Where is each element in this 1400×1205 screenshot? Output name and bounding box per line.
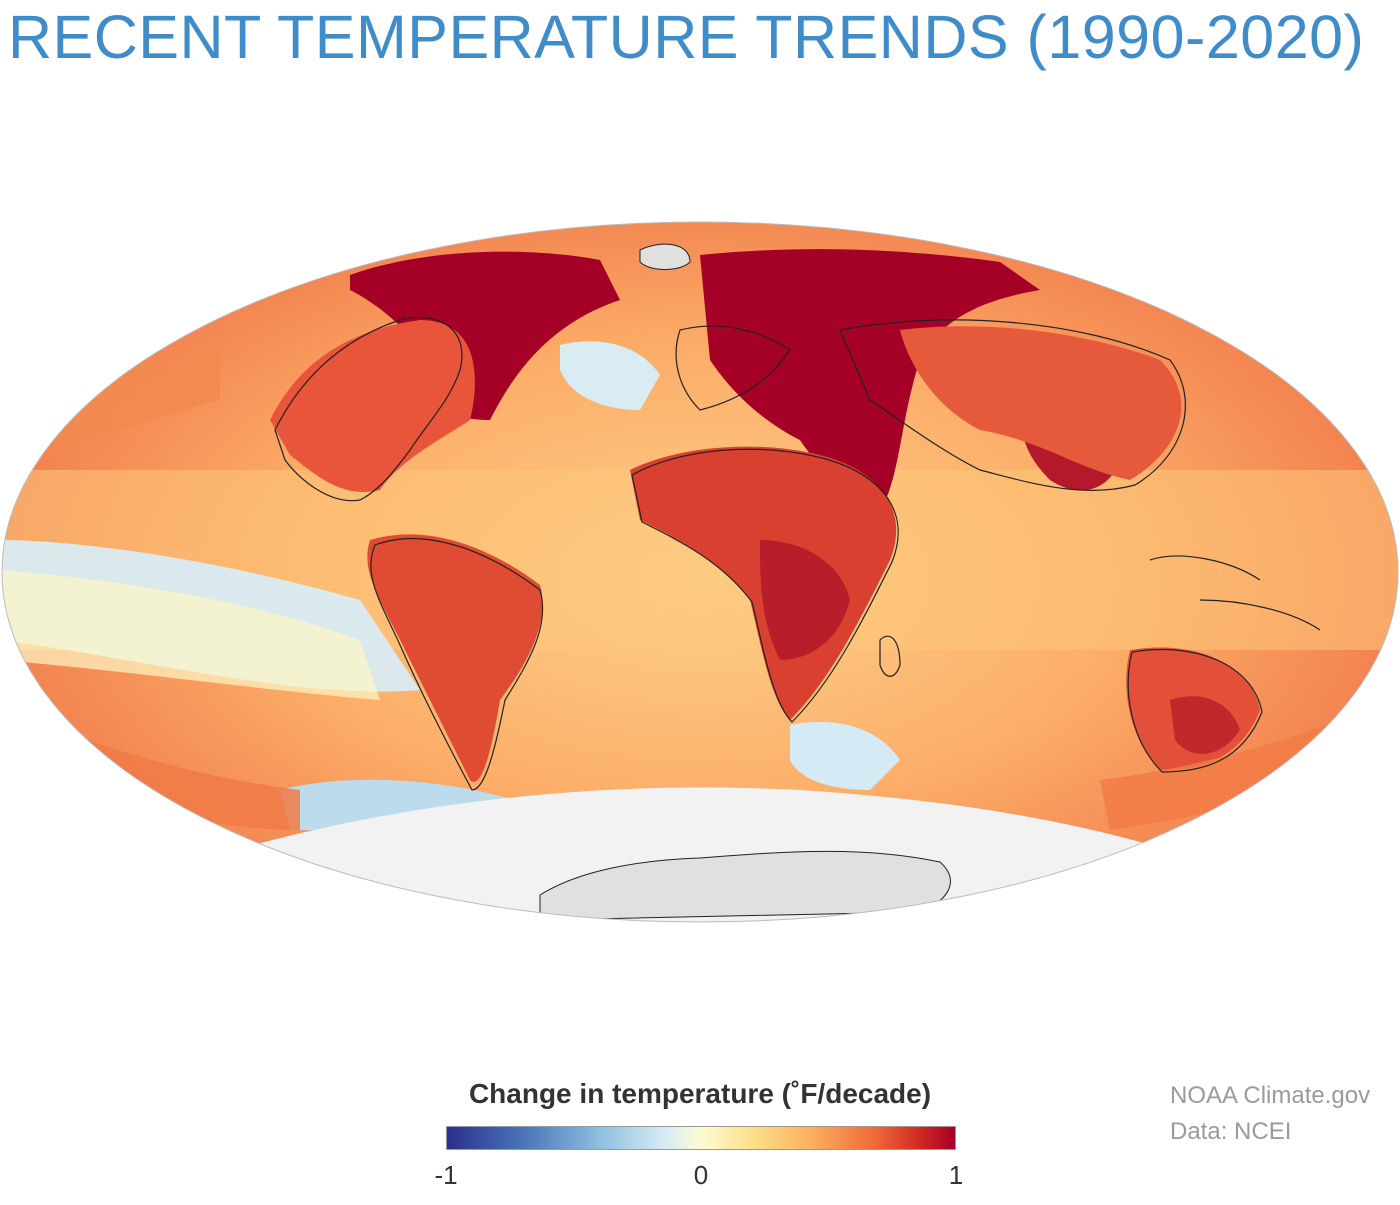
globe-outline	[1, 221, 1399, 923]
australia-outline	[1127, 648, 1263, 773]
svalbard-landmass	[639, 243, 691, 270]
north-america-outline	[274, 316, 463, 502]
eurasia-strong-warming-area	[700, 249, 1040, 510]
asia-warming-area	[900, 326, 1182, 480]
south-pacific-warming-area	[60, 730, 300, 830]
south-america-warming-area	[367, 534, 543, 782]
north-pacific-warming-area	[2, 350, 220, 480]
globe	[2, 222, 1398, 922]
southern-ocean-cool-area-2	[790, 721, 900, 790]
colorbar-tick-max: 1	[948, 1160, 964, 1190]
antarctica-landmass	[539, 850, 951, 921]
europe-outline	[675, 325, 791, 411]
legend-title: Change in temperature (˚F/decade)	[468, 1078, 932, 1109]
coastlines	[274, 316, 1321, 791]
central-africa-strong-warming	[760, 540, 850, 660]
credit-data: Data: NCEI	[1170, 1118, 1292, 1145]
colorbar-tick-zero: 0	[693, 1160, 709, 1190]
page-title: RECENT TEMPERATURE TRENDS (1990-2020)	[8, 3, 1365, 71]
north-atlantic-cool-area	[560, 341, 660, 410]
credit-source: NOAA Climate.gov	[1170, 1082, 1371, 1109]
asia-outline	[839, 319, 1186, 491]
south-america-outline	[370, 538, 544, 791]
africa-outline	[631, 448, 899, 723]
north-america-warming-area	[270, 320, 475, 492]
east-pacific-neutral-area	[2, 570, 380, 700]
maritime-southeast-asia-outline	[1149, 555, 1321, 631]
southern-indian-ocean-warming-area	[1100, 720, 1350, 830]
colorbar-tick-min: -1	[434, 1160, 458, 1190]
southeast-australia-strong-warming	[1170, 696, 1240, 754]
madagascar-outline	[879, 635, 901, 677]
colorbar	[446, 1126, 956, 1150]
greenland-canada-warming-area	[350, 251, 620, 420]
